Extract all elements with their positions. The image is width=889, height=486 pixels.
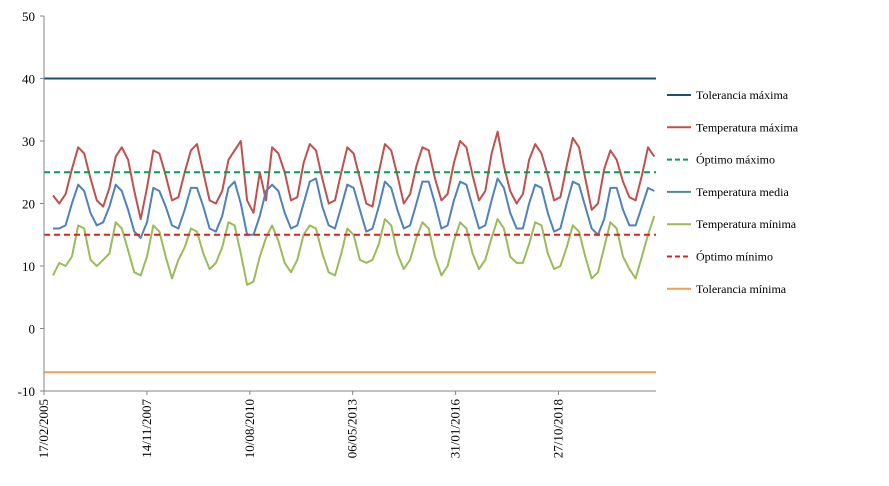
y-axis-ticks: -10 0 10 20 30 40 50 bbox=[18, 9, 44, 399]
y-tick-label: 40 bbox=[22, 72, 35, 87]
legend-label-temperatura-minima: Temperatura mínima bbox=[696, 217, 797, 231]
y-tick-label: 10 bbox=[22, 259, 35, 274]
y-tick-label: 30 bbox=[22, 134, 35, 149]
y-tick-label: 0 bbox=[29, 322, 36, 337]
y-tick-label: 20 bbox=[22, 197, 35, 212]
legend-label-optimo-minimo: Óptimo mínimo bbox=[696, 250, 773, 264]
x-tick-label: 10/08/2010 bbox=[242, 399, 257, 458]
series-line-temperatura-minima bbox=[52, 215, 656, 286]
legend-label-tolerancia-maxima: Tolerancia máxima bbox=[696, 88, 789, 102]
x-tick-label: 31/01/2016 bbox=[448, 399, 463, 459]
series-line-temperatura-media bbox=[53, 177, 655, 239]
x-tick-label: 17/02/2005 bbox=[36, 399, 51, 458]
x-tick-label: 14/11/2007 bbox=[139, 399, 154, 458]
x-tick-label: 27/10/2018 bbox=[550, 399, 565, 458]
axes bbox=[43, 16, 656, 392]
legend-label-tolerancia-minima: Tolerancia mínima bbox=[696, 282, 787, 296]
x-tick-label: 06/05/2013 bbox=[345, 399, 360, 458]
y-tick-label: -10 bbox=[18, 384, 35, 399]
series-line-temperatura-maxima bbox=[52, 130, 656, 221]
x-axis-ticks: 17/02/2005 14/11/2007 10/08/2010 06/05/2013… bbox=[36, 391, 565, 458]
legend-label-optimo-maximo: Óptimo máximo bbox=[696, 153, 775, 167]
plot-area bbox=[44, 77, 656, 374]
legend: Tolerancia máxima Temperatura máxima Óptim… bbox=[667, 88, 799, 296]
legend-label-temperatura-media: Temperatura media bbox=[696, 185, 789, 199]
legend-label-temperatura-maxima: Temperatura máxima bbox=[696, 120, 799, 134]
y-tick-label: 50 bbox=[22, 9, 35, 24]
